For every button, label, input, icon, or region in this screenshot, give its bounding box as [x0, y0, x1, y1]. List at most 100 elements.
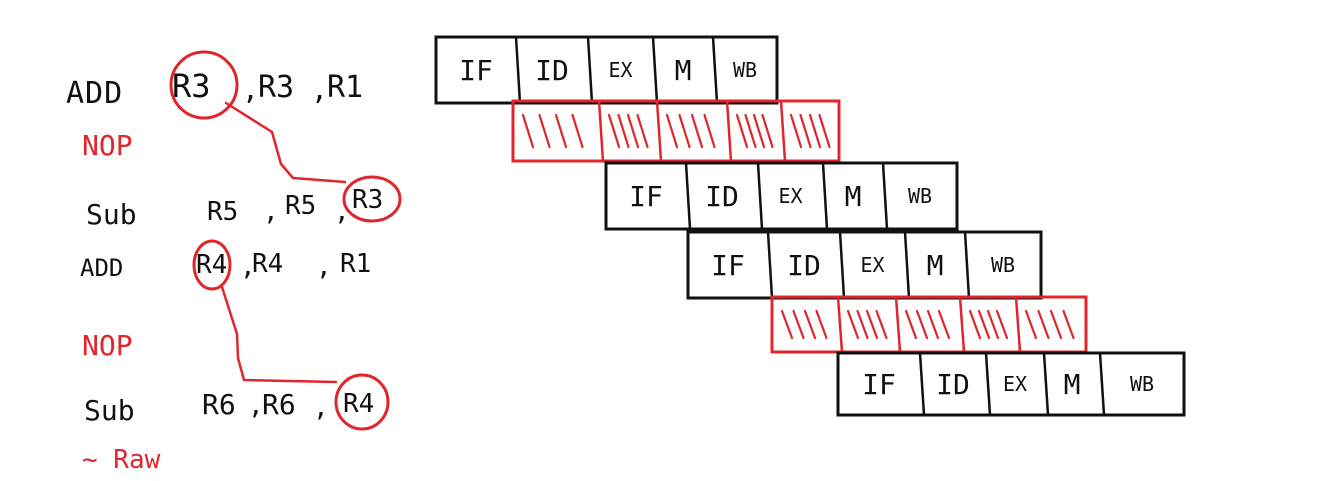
- separator: ,: [248, 391, 264, 421]
- stall-hatch: [665, 113, 679, 149]
- row-frame: [434, 35, 779, 105]
- stall-hatch: [538, 113, 551, 149]
- stage-label-m: M: [675, 54, 692, 87]
- stall-divider: [597, 100, 605, 162]
- stage-label-wb: WB: [733, 58, 757, 82]
- stall-hatch: [752, 113, 766, 149]
- stage-label-id: ID: [705, 180, 739, 213]
- operand-src1: R6: [262, 388, 296, 421]
- stall-hatch: [1037, 309, 1050, 340]
- stage-label-ex: EX: [860, 253, 884, 277]
- stall-hatch: [792, 309, 805, 340]
- stage-divider: [514, 36, 522, 104]
- pipeline-row: IF ID EX M WB: [434, 35, 779, 105]
- separator: ,: [240, 252, 256, 282]
- stall-hatch: [815, 309, 828, 340]
- stall-row: [770, 295, 1088, 354]
- pipeline-row: IF ID EX M WB: [686, 230, 1043, 300]
- stage-divider: [684, 162, 692, 230]
- stage-label-id: ID: [936, 368, 970, 401]
- stall-divider: [1014, 296, 1022, 353]
- dependency-link: [220, 285, 338, 384]
- separator: ,: [263, 197, 279, 227]
- stage-divider: [881, 162, 889, 230]
- stage-label-id: ID: [787, 249, 821, 282]
- stall-hatch: [607, 113, 621, 149]
- opcode: Sub: [86, 198, 137, 231]
- pipeline-timeline: IF ID EX M WB IF ID EX M WB IF ID EX M WB IF ID EX M WB: [434, 35, 1186, 417]
- stage-divider: [711, 36, 719, 104]
- instruction-list: ADD R3 , R3 , R1 NOP Sub R5 , R5 , R3 AD…: [66, 50, 402, 475]
- stage-label-id: ID: [535, 54, 569, 87]
- stage-divider: [651, 36, 659, 104]
- separator: ,: [311, 73, 328, 106]
- pipeline-row: IF ID EX M WB: [836, 351, 1186, 417]
- stall-hatch: [904, 309, 918, 340]
- operand-dest: R3: [172, 67, 211, 105]
- stall-hatch: [846, 309, 860, 340]
- stage-divider: [984, 352, 992, 416]
- stall-divider: [836, 296, 844, 353]
- opcode: ADD: [80, 254, 123, 282]
- stage-divider: [821, 162, 829, 230]
- dependency-circle: [169, 50, 239, 120]
- stall-hatch: [856, 309, 869, 340]
- instruction-row: ADD R3 , R3 , R1: [66, 67, 363, 111]
- stall-hatch: [1049, 309, 1063, 340]
- operand-src2: R3: [352, 185, 383, 215]
- separator: ,: [242, 73, 259, 106]
- operand-src2: R1: [327, 70, 363, 105]
- stall-row: [511, 99, 841, 163]
- stage-label-if: IF: [862, 368, 896, 401]
- stall-hatch: [554, 113, 568, 149]
- stall-hatch: [865, 309, 879, 340]
- operand-dest: R4: [196, 250, 227, 280]
- stall-hatch: [915, 309, 929, 340]
- opcode: Sub: [84, 394, 135, 427]
- operand-src1: R3: [258, 70, 294, 105]
- stall-divider: [655, 100, 663, 162]
- stall-hatch: [977, 309, 991, 340]
- hazard-note: ~ Raw: [82, 445, 161, 475]
- stage-divider: [918, 352, 926, 416]
- stage-divider: [838, 231, 846, 299]
- stage-label-if: IF: [629, 180, 663, 213]
- separator: ,: [334, 197, 350, 227]
- stall-divider: [958, 296, 966, 353]
- stall-hatch: [818, 113, 831, 149]
- operand-dest: R5: [207, 197, 238, 227]
- stall-hatch: [875, 309, 888, 340]
- stall-hatch: [521, 113, 535, 149]
- stage-divider: [586, 36, 594, 104]
- stall-hatch: [789, 113, 803, 149]
- stall-hatch: [735, 113, 749, 149]
- row-frame: [836, 351, 1186, 417]
- stall-hatch: [968, 309, 982, 340]
- dependency-link: [224, 101, 347, 184]
- stage-label-if: IF: [711, 249, 745, 282]
- instruction-row: ADD R4 , R4 , R1: [80, 249, 371, 282]
- stage-label-m: M: [845, 180, 862, 213]
- stall-hatch: [571, 113, 584, 149]
- stall-hatch: [1062, 309, 1075, 340]
- stall-hatch: [703, 113, 716, 149]
- stage-label-m: M: [927, 249, 944, 282]
- stall-hatch: [986, 309, 1000, 340]
- stage-label-ex: EX: [1003, 372, 1027, 396]
- stage-label-wb: WB: [1130, 372, 1154, 396]
- dependency-circle: [334, 373, 390, 431]
- stall-divider: [779, 100, 787, 162]
- stage-label-ex: EX: [608, 58, 632, 82]
- stage-divider: [1042, 352, 1050, 416]
- dependency-circle: [342, 175, 402, 223]
- stall-hatch: [780, 309, 794, 340]
- instruction-row: Sub R6 , R6 , R4: [84, 388, 374, 427]
- stall-hatch: [617, 113, 630, 149]
- stall-hatch: [690, 113, 704, 149]
- stall-hatch: [808, 113, 822, 149]
- stall-hatch: [636, 113, 649, 149]
- stall-hatch: [1024, 309, 1038, 340]
- stage-divider: [756, 162, 764, 230]
- stage-label-m: M: [1064, 368, 1081, 401]
